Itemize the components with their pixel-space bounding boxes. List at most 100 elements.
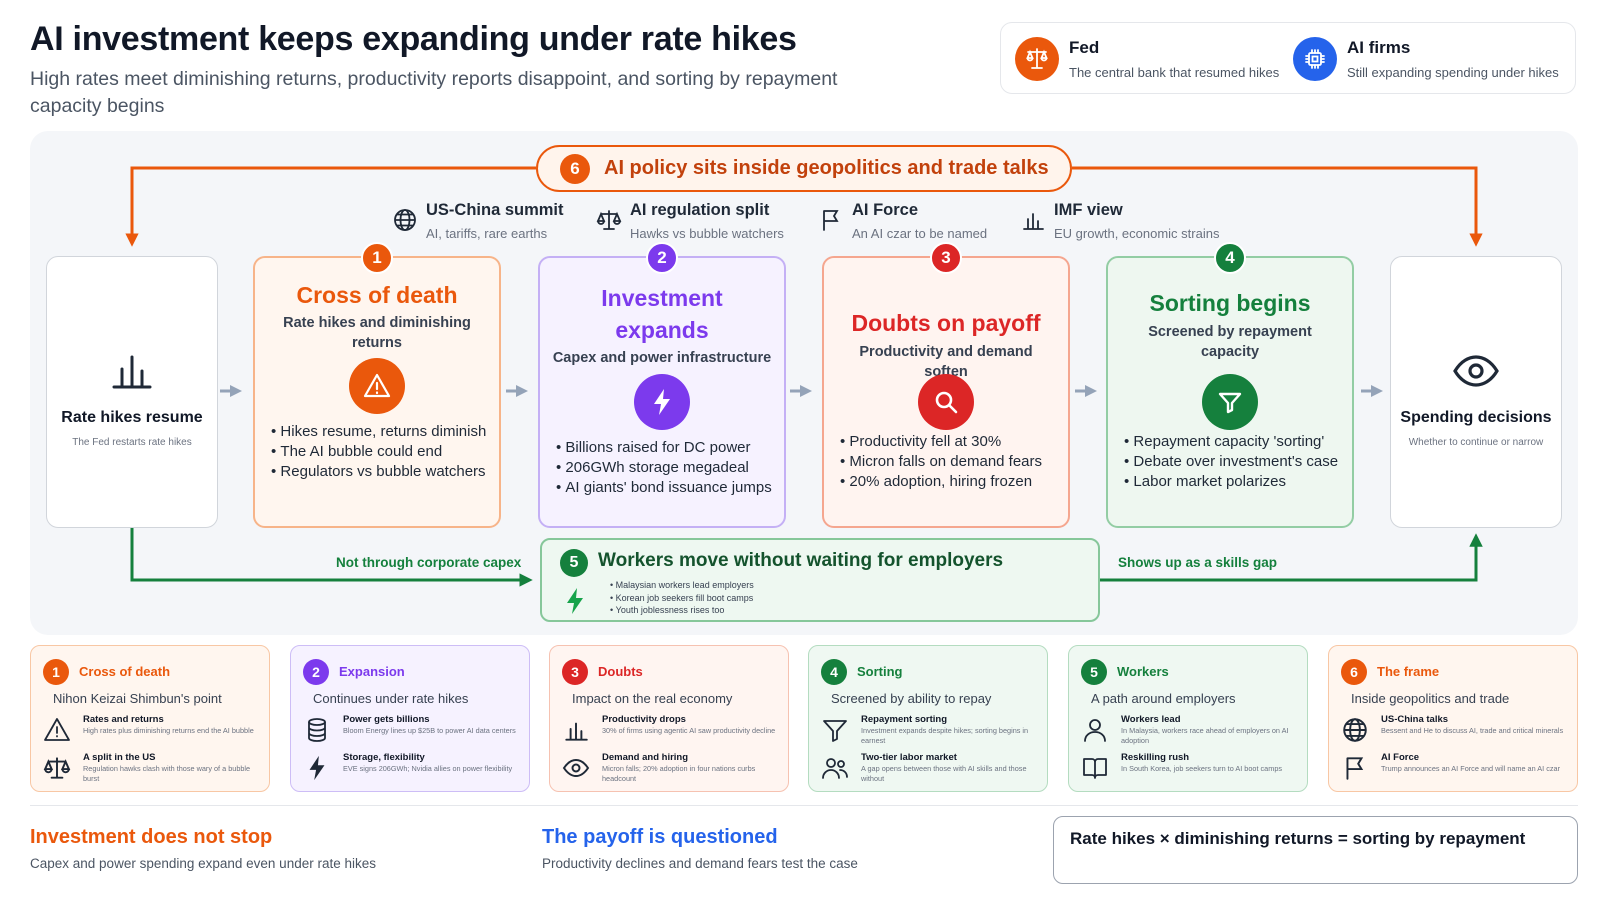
detail-item: Storage, flexibility EVE signs 206GWh; N… [303, 752, 523, 786]
detail-card-1: 1 Cross of death Nihon Keizai Shimbun's … [30, 645, 270, 792]
legend: Fed The central bank that resumed hikes … [1000, 22, 1576, 94]
stage-title: Doubts on payoff [851, 310, 1041, 336]
detail-card-subtitle: Impact on the real economy [572, 691, 733, 706]
eye-icon [562, 758, 590, 778]
stage-bullets: Billions raised for DC power 206GWh stor… [556, 438, 772, 498]
detail-card-2: 2 Expansion Continues under rate hikes P… [290, 645, 530, 792]
step-number: 2 [303, 659, 329, 685]
step-number: 3 [562, 659, 588, 685]
bar-chart-icon [565, 722, 588, 741]
book-icon [1083, 758, 1107, 779]
detail-card-subtitle: Screened by ability to repay [831, 691, 992, 706]
detail-item-desc: High rates plus diminishing returns end … [83, 726, 254, 735]
detail-item-head: A split in the US [83, 752, 156, 763]
page-subtitle: High rates meet diminishing returns, pro… [30, 68, 838, 117]
legend-item-ai-firms: AI firms Still expanding spending under … [1293, 35, 1563, 83]
detail-card-title: Workers [1117, 664, 1169, 679]
detail-item-head: Rates and returns [83, 714, 164, 725]
detail-card-title: Doubts [598, 664, 643, 679]
formula-box: Rate hikes × diminishing returns = sorti… [1053, 816, 1578, 884]
stage-subtitle: Screened by repayment capacity [1148, 324, 1312, 360]
detail-item-desc: Regulation hawks clash with those wary o… [83, 764, 251, 783]
detail-item-head: Two-tier labor market [861, 752, 957, 763]
detail-item: Workers lead In Malaysia, workers race a… [1081, 714, 1301, 748]
stage-bullet: Repayment capacity 'sorting' [1124, 432, 1340, 452]
stage-bullet: AI giants' bond issuance jumps [556, 478, 772, 498]
filter-icon [1202, 374, 1258, 430]
footer-left-subtitle: Capex and power spending expand even und… [30, 856, 376, 871]
geo-title: AI regulation split [630, 201, 770, 219]
bar-chart-icon [1023, 213, 1044, 230]
footer-left-title: Investment does not stop [30, 826, 273, 848]
lightning-icon [634, 374, 690, 430]
database-icon [308, 718, 326, 742]
geo-sub: AI, tariffs, rare earths [426, 226, 548, 241]
detail-card-subtitle: Inside geopolitics and trade [1351, 691, 1510, 706]
detail-item-head: AI Force [1381, 752, 1420, 763]
detail-item-desc: Bloom Energy lines up $25B to power AI d… [343, 726, 516, 735]
stage-bullets: Hikes resume, returns diminish The AI bu… [271, 422, 487, 482]
detail-item-head: US-China talks [1381, 714, 1449, 725]
detail-item-desc: Micron falls; 20% adoption in four natio… [602, 764, 756, 783]
workers-bullet: Youth joblessness rises too [610, 604, 754, 617]
detail-item-head: Productivity drops [602, 714, 686, 725]
eye-icon [1453, 355, 1499, 387]
end-title: Spending decisions [1400, 409, 1552, 426]
scale-banner-icon [1015, 37, 1059, 81]
step-number: 6 [560, 153, 590, 184]
footer-mid-title: The payoff is questioned [542, 826, 778, 848]
detail-item-desc: Investment expands despite hikes; sortin… [861, 726, 1029, 745]
step-number: 3 [930, 242, 962, 274]
detail-item: Reskilling rush In South Korea, job seek… [1081, 752, 1301, 786]
legend-name: AI firms [1347, 38, 1411, 57]
warning-icon [349, 358, 405, 414]
detail-item-head: Storage, flexibility [343, 752, 425, 763]
workers-bullet: Korean job seekers fill boot camps [610, 592, 754, 605]
detail-item: Demand and hiring Micron falls; 20% adop… [562, 752, 782, 786]
step-number: 6 [1341, 659, 1367, 685]
detail-card-title: Sorting [857, 664, 903, 679]
detail-item: Rates and returns High rates plus dimini… [43, 714, 263, 748]
step-number: 2 [646, 242, 678, 274]
geo-title: IMF view [1054, 201, 1123, 219]
detail-card-subtitle: A path around employers [1091, 691, 1236, 706]
flow-label-left: Not through corporate capex [336, 555, 522, 570]
stage-bullet: Labor market polarizes [1124, 472, 1340, 492]
geo-sub: Hawks vs bubble watchers [630, 226, 784, 241]
lightning-icon [567, 588, 583, 614]
detail-card-title: The frame [1377, 664, 1440, 679]
detail-item-desc: A gap opens between those with AI skills… [861, 764, 1027, 783]
workers-title: Workers move without waiting for employe… [598, 550, 1004, 571]
workers-box: 5 Workers move without waiting for emplo… [540, 538, 1100, 622]
balance-scale-icon [43, 757, 71, 779]
stage-bullets: Repayment capacity 'sorting' Debate over… [1124, 432, 1340, 492]
legend-desc: Still expanding spending under hikes [1347, 65, 1559, 80]
workers-bullets: Malaysian workers lead employers Korean … [610, 579, 754, 617]
footer-mid-subtitle: Productivity declines and demand fears t… [542, 856, 858, 871]
stage-title: Cross of death [296, 282, 458, 308]
globe-icon [394, 209, 416, 231]
stage-bullets: Productivity fell at 30% Micron falls on… [840, 432, 1056, 492]
detail-item: Productivity drops 30% of firms using ag… [562, 714, 782, 748]
stage-subtitle: Rate hikes and diminishing returns [283, 315, 471, 351]
globe-icon [1343, 718, 1367, 742]
detail-item: A split in the US Regulation hawks clash… [43, 752, 263, 786]
detail-item-desc: Bessent and He to discuss AI, trade and … [1381, 726, 1564, 735]
legend-item-fed: Fed The central bank that resumed hikes [1015, 35, 1285, 83]
detail-item: Power gets billions Bloom Energy lines u… [303, 714, 523, 748]
detail-item-desc: In Malaysia, workers race ahead of emplo… [1121, 726, 1289, 745]
stage-card-1: 1 Cross of death Rate hikes and diminish… [253, 242, 501, 528]
filter-icon [823, 720, 847, 742]
workers-bullet: Malaysian workers lead employers [610, 579, 754, 592]
detail-item: Two-tier labor market A gap opens betwee… [821, 752, 1041, 786]
detail-item-desc: EVE signs 206GWh; Nvidia allies on power… [343, 764, 513, 773]
stage-bullet: The AI bubble could end [271, 442, 487, 462]
end-sub: Whether to continue or narrow [1408, 437, 1544, 448]
detail-card-4: 4 Sorting Screened by ability to repay R… [808, 645, 1048, 792]
detail-item-head: Workers lead [1121, 714, 1181, 725]
detail-item: Repayment sorting Investment expands des… [821, 714, 1041, 748]
step-number: 4 [821, 659, 847, 685]
step-number: 1 [43, 659, 69, 685]
balance-scale-icon [596, 210, 622, 230]
stage-subtitle: Capex and power infrastructure [552, 350, 772, 366]
